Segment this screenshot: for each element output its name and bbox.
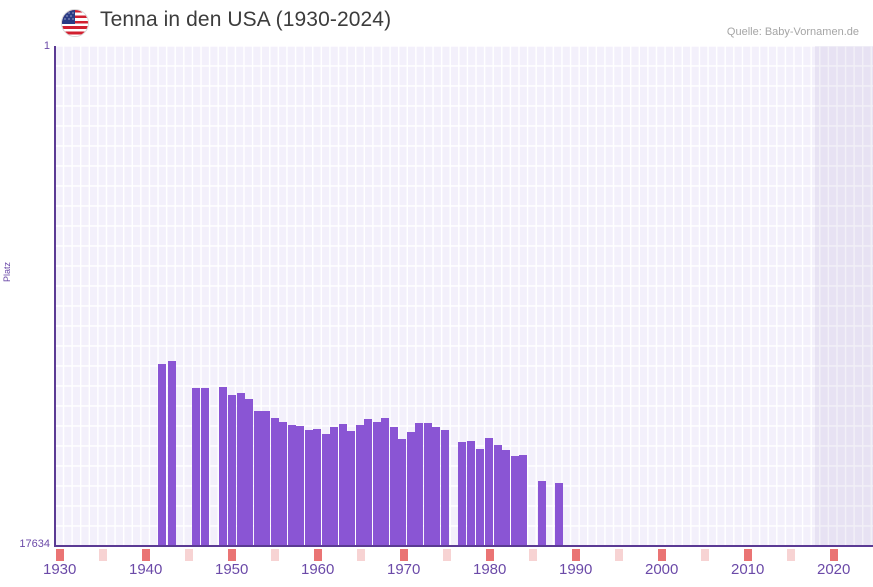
- x-axis-label-1980: 1980: [473, 561, 507, 578]
- x-axis-labels: 1930 1940 1950 1960 1970 1980 1990 2000 2010 2020: [0, 561, 873, 587]
- bar-1952[interactable]: [245, 399, 253, 546]
- bar-1975[interactable]: [440, 430, 449, 546]
- x-axis-tick-strip: [55, 549, 873, 561]
- x-tick-minor: [270, 549, 279, 561]
- x-tick-minor: [700, 549, 709, 561]
- bar-1974[interactable]: [432, 427, 440, 546]
- x-tick-minor: [786, 549, 795, 561]
- bar-1941[interactable]: [158, 364, 166, 546]
- x-axis-label-2000: 2000: [645, 561, 679, 578]
- x-tick-minor: [98, 549, 107, 561]
- bar-1968[interactable]: [381, 418, 389, 546]
- bar-1970[interactable]: [398, 439, 406, 546]
- bar-1955[interactable]: [270, 418, 279, 546]
- bar-1981[interactable]: [475, 449, 484, 546]
- bar-1986[interactable]: [519, 455, 527, 546]
- x-axis-label-1930: 1930: [43, 561, 77, 578]
- bar-1980[interactable]: [466, 441, 475, 546]
- bar-1991[interactable]: [554, 483, 563, 546]
- bar-1960[interactable]: [313, 429, 321, 546]
- bar-1972[interactable]: [415, 423, 423, 546]
- x-tick-minor: [442, 549, 451, 561]
- x-axis-label-1940: 1940: [129, 561, 163, 578]
- bar-1989[interactable]: [537, 481, 546, 546]
- bar-1963[interactable]: [338, 424, 347, 546]
- bar-1959[interactable]: [304, 430, 313, 546]
- bar-1973[interactable]: [423, 423, 432, 546]
- x-tick-minor: [614, 549, 623, 561]
- bar-1964[interactable]: [347, 431, 355, 546]
- bar-1942[interactable]: [167, 361, 176, 546]
- bar-1971[interactable]: [406, 432, 415, 546]
- bar-1958[interactable]: [296, 426, 304, 546]
- bar-1946[interactable]: [191, 388, 200, 546]
- x-tick-minor: [356, 549, 365, 561]
- chart-header: Tenna in den USA (1930-2024) Quelle: Bab…: [0, 0, 873, 42]
- x-tick-1940: [141, 549, 150, 561]
- bar-1965[interactable]: [355, 425, 364, 546]
- x-axis-label-1990: 1990: [559, 561, 593, 578]
- x-tick-2000: [657, 549, 666, 561]
- plot-area: [55, 46, 873, 546]
- bar-1962[interactable]: [330, 427, 338, 546]
- y-axis-title: Platz: [2, 261, 12, 282]
- x-tick-1960: [313, 549, 322, 561]
- bar-1957[interactable]: [287, 425, 296, 546]
- us-flag-icon: [61, 9, 89, 37]
- x-tick-1980: [485, 549, 494, 561]
- bar-1947[interactable]: [201, 388, 209, 546]
- x-tick-2020: [829, 549, 838, 561]
- bar-1979[interactable]: [457, 442, 466, 546]
- x-axis-label-2020: 2020: [817, 561, 851, 578]
- bar-1953[interactable]: [253, 411, 262, 546]
- x-axis-label-2010: 2010: [731, 561, 765, 578]
- bar-1967[interactable]: [372, 422, 381, 546]
- bar-1966[interactable]: [364, 419, 372, 546]
- x-tick-minor: [184, 549, 193, 561]
- x-tick-minor: [528, 549, 537, 561]
- x-tick-1930: [55, 549, 64, 561]
- bar-1985[interactable]: [510, 456, 519, 546]
- bar-1951[interactable]: [236, 393, 245, 546]
- bar-1982[interactable]: [484, 438, 493, 546]
- x-tick-1950: [227, 549, 236, 561]
- x-axis-label-1970: 1970: [387, 561, 421, 578]
- bar-1961[interactable]: [321, 434, 330, 546]
- y-axis-label-top: 1: [43, 40, 50, 52]
- x-axis-label-1960: 1960: [301, 561, 335, 578]
- flag-canton: [62, 10, 75, 24]
- bar-1969[interactable]: [389, 427, 398, 546]
- bar-1984[interactable]: [502, 450, 510, 546]
- x-axis-label-1950: 1950: [215, 561, 249, 578]
- bar-1950[interactable]: [228, 395, 236, 546]
- x-tick-2010: [743, 549, 752, 561]
- page-title: Tenna in den USA (1930-2024): [100, 8, 392, 31]
- x-axis-line: [55, 545, 873, 547]
- x-tick-1970: [399, 549, 408, 561]
- bar-1954[interactable]: [262, 411, 270, 546]
- bar-1956[interactable]: [279, 422, 287, 546]
- bar-1949[interactable]: [218, 387, 227, 546]
- x-tick-1990: [571, 549, 580, 561]
- bar-1983[interactable]: [493, 445, 502, 546]
- y-axis-line: [54, 46, 56, 547]
- y-axis-label-bottom: 17634: [19, 538, 50, 550]
- source-label: Quelle: Baby-Vornamen.de: [726, 26, 859, 38]
